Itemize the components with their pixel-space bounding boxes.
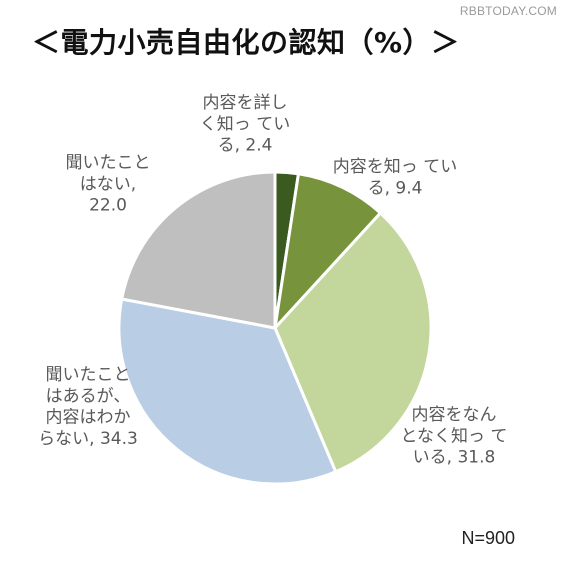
slice-label-line: いる, 31.8 bbox=[413, 448, 496, 468]
slice-label-line: となく知っ て bbox=[401, 426, 508, 446]
slice-label: 内容を知っ ている, 9.4 bbox=[333, 157, 457, 198]
slice-label: 聞いたことはない, 22.0 bbox=[66, 153, 151, 216]
slice-label-line: く知っ てい bbox=[200, 114, 290, 134]
pie-labels: 内容を詳しく知っ ている, 2.4 内容を知っ ている, 9.4 内容をなんとなく知… bbox=[38, 93, 507, 468]
pie-slice bbox=[117, 297, 338, 486]
sample-size-note: N=900 bbox=[461, 528, 515, 548]
slice-label-line: る, 2.4 bbox=[218, 136, 273, 156]
slice-label-line: る, 9.4 bbox=[368, 178, 423, 198]
slice-label-line: 聞いたこと bbox=[46, 365, 131, 385]
slice-label: 内容を詳しく知っ ている, 2.4 bbox=[200, 93, 290, 156]
chart-title: ＜電力小売自由化の認知（%）＞ bbox=[32, 26, 460, 59]
pie-slice bbox=[273, 211, 433, 474]
slice-label-line: 聞いたこと bbox=[66, 153, 151, 173]
pie-slice bbox=[120, 170, 277, 330]
pie-slices bbox=[117, 170, 433, 486]
slice-label-line: らない, 34.3 bbox=[38, 429, 138, 449]
slice-label-line: 内容をなん bbox=[412, 405, 497, 425]
pie-slice bbox=[273, 172, 382, 330]
slice-label-line: 22.0 bbox=[89, 196, 127, 216]
slice-label: 内容をなんとなく知っ ている, 31.8 bbox=[401, 405, 508, 468]
slice-label: 聞いたことはあるが、内容はわからない, 34.3 bbox=[38, 365, 138, 449]
slice-label-line: 内容を知っ てい bbox=[333, 157, 457, 177]
slice-label-line: はない, bbox=[80, 174, 136, 194]
slice-label-line: 内容はわか bbox=[46, 408, 131, 428]
watermark: RBBTODAY.COM bbox=[459, 4, 557, 18]
slice-label-line: はあるが、 bbox=[46, 386, 131, 406]
slice-label-line: 内容を詳し bbox=[203, 93, 288, 113]
